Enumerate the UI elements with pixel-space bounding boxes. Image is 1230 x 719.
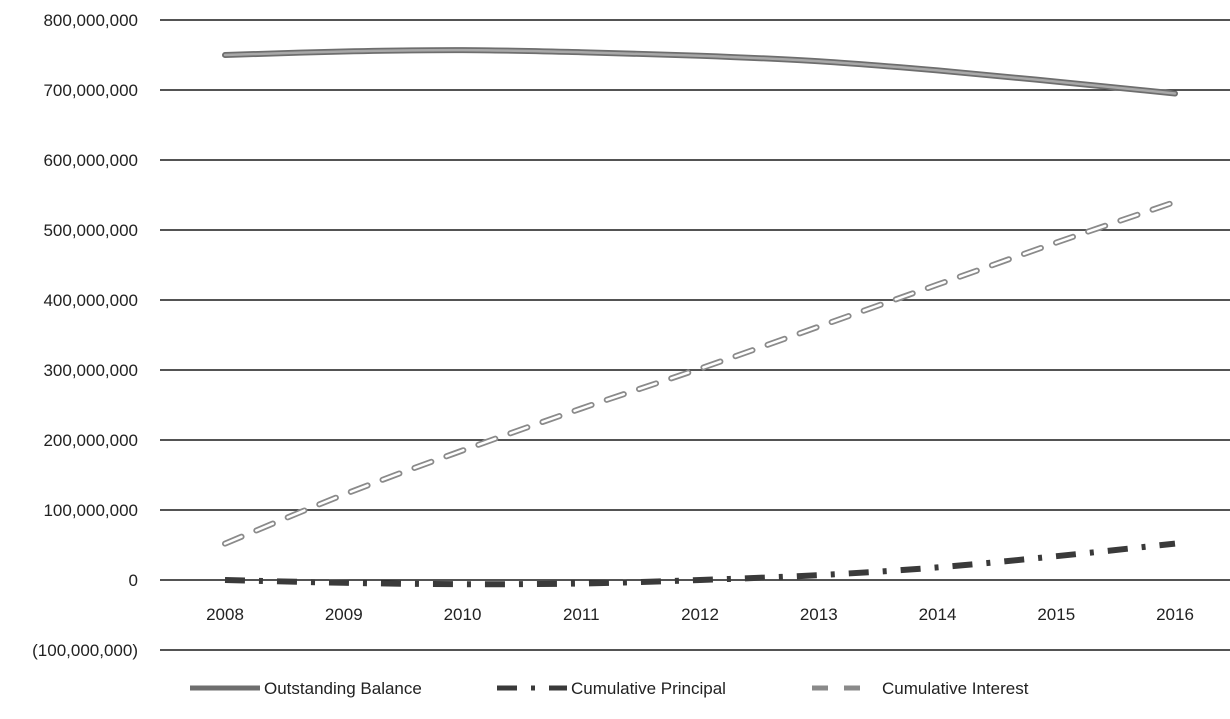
series-line — [225, 544, 1175, 585]
x-tick-label: 2015 — [1037, 605, 1075, 624]
x-tick-label: 2009 — [325, 605, 363, 624]
x-tick-label: 2012 — [681, 605, 719, 624]
series-line-highlight — [225, 50, 1175, 93]
y-tick-label: 400,000,000 — [43, 291, 138, 310]
y-tick-label: 800,000,000 — [43, 11, 138, 30]
y-tick-label: 300,000,000 — [43, 361, 138, 380]
series-cumulative-principal — [225, 544, 1175, 585]
series-line — [225, 202, 1175, 544]
x-axis-tick-labels: 2008 2009 2010 2011 2012 2013 2014 2015 2016 — [206, 605, 1194, 624]
legend-label: Cumulative Principal — [571, 679, 726, 698]
y-axis-tick-labels: 800,000,000 700,000,000 600,000,000 500,000… — [32, 11, 138, 660]
legend-item-cumulative-interest: Cumulative Interest — [812, 679, 1029, 698]
series-outstanding-balance — [225, 50, 1175, 93]
series-cumulative-interest — [225, 202, 1175, 544]
x-tick-label: 2013 — [800, 605, 838, 624]
y-tick-label: 600,000,000 — [43, 151, 138, 170]
x-tick-label: 2014 — [919, 605, 957, 624]
legend-label: Cumulative Interest — [882, 679, 1029, 698]
y-tick-label: 700,000,000 — [43, 81, 138, 100]
x-tick-label: 2011 — [563, 605, 600, 624]
legend-label: Outstanding Balance — [264, 679, 422, 698]
legend-item-outstanding-balance: Outstanding Balance — [190, 679, 422, 698]
y-tick-label: 0 — [129, 571, 138, 590]
series-lines — [225, 50, 1175, 584]
y-tick-label: (100,000,000) — [32, 641, 138, 660]
x-tick-label: 2008 — [206, 605, 244, 624]
y-tick-label: 200,000,000 — [43, 431, 138, 450]
x-tick-label: 2016 — [1156, 605, 1194, 624]
legend-item-cumulative-principal: Cumulative Principal — [497, 679, 726, 698]
y-tick-label: 500,000,000 — [43, 221, 138, 240]
x-tick-label: 2010 — [444, 605, 482, 624]
y-tick-label: 100,000,000 — [43, 501, 138, 520]
legend: Outstanding Balance Cumulative Principal C… — [190, 679, 1029, 698]
